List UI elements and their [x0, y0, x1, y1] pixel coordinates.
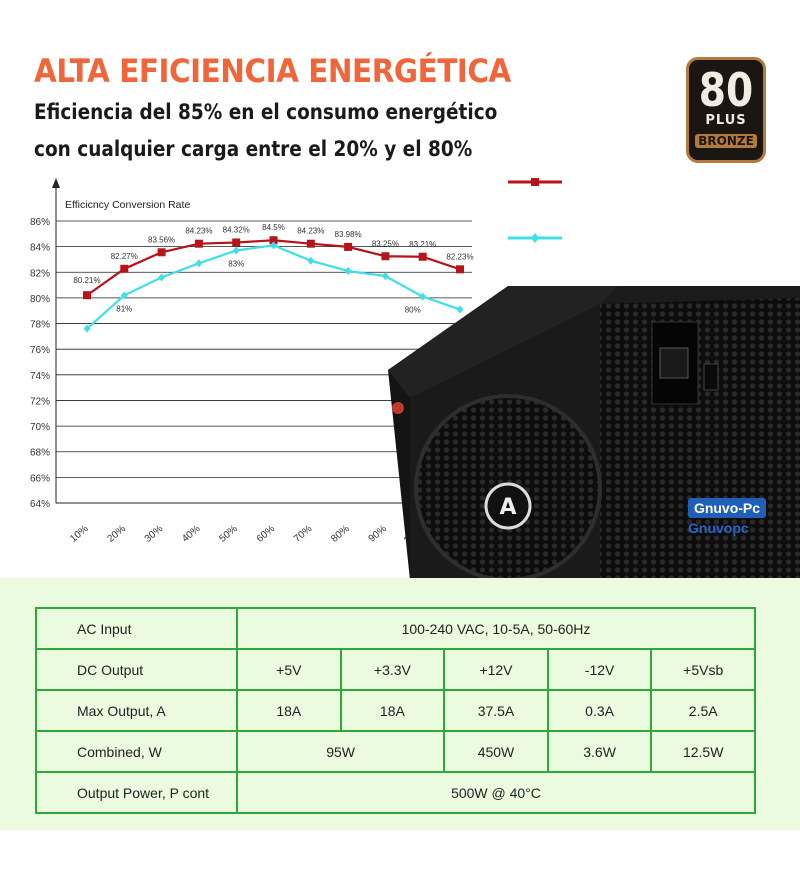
spec-cell: 450W	[443, 730, 549, 773]
legend-marker-series-2	[531, 233, 539, 243]
spec-cell: 0.3A	[546, 689, 653, 732]
subtitle-line-2: con cualquier carga entre el 20% y el 80…	[34, 137, 473, 161]
series-1-data-label: 84.32%	[223, 226, 250, 235]
x-tick-label: 10%	[68, 523, 90, 544]
series-1-marker	[120, 264, 129, 273]
subtitle-line-1: Eficiencia del 85% en el consumo energét…	[34, 100, 498, 124]
badge-tier: BRONZE	[695, 134, 757, 148]
series-1-marker	[83, 291, 91, 300]
x-tick-label: 50%	[217, 523, 239, 544]
spec-cell: +5Vsb	[650, 648, 756, 691]
y-tick-label: 80%	[30, 294, 50, 305]
series-1-data-label: 80.21%	[73, 276, 100, 285]
y-tick-label: 68%	[30, 448, 50, 459]
series-1-data-label: 83.98%	[335, 230, 362, 239]
legend-marker-series-1	[531, 178, 539, 186]
spec-cell: +12V	[443, 648, 549, 691]
x-tick-label: 40%	[180, 523, 202, 544]
series-2-data-label: 80%	[405, 306, 421, 315]
spec-row: DC Output +5V +3.3V +12V -12V +5Vsb	[35, 648, 756, 691]
series-1-marker	[381, 252, 390, 261]
series-1-marker	[269, 236, 278, 245]
x-tick-label: 70%	[292, 523, 314, 544]
y-tick-label: 74%	[30, 371, 50, 382]
y-tick-label: 64%	[30, 499, 50, 510]
series-1-data-label: 82.27%	[111, 252, 138, 261]
spec-row-label: Max Output, A	[35, 689, 238, 732]
series-2-marker	[307, 256, 315, 265]
series-1-data-label: 84.23%	[297, 227, 324, 236]
y-tick-label: 72%	[30, 396, 50, 407]
y-tick-label: 78%	[30, 320, 50, 331]
y-tick-label: 66%	[30, 473, 50, 484]
spec-cell: 3.6W	[546, 730, 653, 773]
series-2-marker	[381, 272, 389, 281]
series-1-marker	[232, 238, 241, 247]
y-tick-label: 82%	[30, 268, 50, 279]
spec-row: AC Input 100-240 VAC, 10-5A, 50-60Hz	[35, 607, 756, 650]
spec-cell: 100-240 VAC, 10-5A, 50-60Hz	[236, 607, 756, 650]
y-tick-label: 84%	[30, 243, 50, 254]
spec-cell: 18A	[236, 689, 342, 732]
y-axis-arrow	[52, 178, 60, 188]
series-1-marker	[306, 239, 315, 248]
series-2-marker	[232, 246, 240, 255]
series-1-marker	[418, 252, 427, 261]
spec-cell: 37.5A	[443, 689, 549, 732]
series-1-data-label: 84.5%	[262, 223, 285, 232]
series-1-data-label: 84.23%	[185, 227, 212, 236]
spec-row: Combined, W 95W 450W 3.6W 12.5W	[35, 730, 756, 773]
spec-cell: 2.5A	[650, 689, 756, 732]
series-2-marker	[120, 291, 128, 300]
spec-row-label: AC Input	[35, 607, 238, 650]
spec-cell: 500W @ 40°C	[236, 771, 756, 814]
watermark: Gnuvo-Pc Gnuvopc	[688, 498, 766, 536]
spec-row-label: Combined, W	[35, 730, 238, 773]
badge-plus: PLUS	[705, 113, 747, 128]
series-1-data-label: 82.23%	[446, 252, 473, 261]
spec-cell: 12.5W	[650, 730, 756, 773]
spec-row: Output Power, P cont 500W @ 40°C	[35, 771, 756, 814]
svg-text:A: A	[499, 495, 516, 520]
spec-cell: -12V	[546, 648, 653, 691]
series-1-marker	[456, 265, 464, 274]
series-2-marker	[195, 259, 203, 268]
series-1-marker	[194, 239, 203, 248]
series-1-data-label: 83.25%	[372, 239, 399, 248]
spec-table: AC Input 100-240 VAC, 10-5A, 50-60Hz DC Ou…	[35, 607, 756, 814]
chart-title: Efficicncy Conversion Rate	[65, 199, 190, 211]
spec-row: Max Output, A 18A 18A 37.5A 0.3A 2.5A	[35, 689, 756, 732]
x-tick-label: 20%	[105, 523, 127, 544]
x-tick-label: 30%	[143, 523, 165, 544]
badge-number: 80	[698, 63, 754, 117]
spec-cell: +5V	[236, 648, 342, 691]
series-2-marker	[456, 305, 464, 314]
series-1-data-label: 83.56%	[148, 235, 175, 244]
series-2-marker	[270, 241, 277, 250]
spec-row-label: Output Power, P cont	[35, 771, 238, 814]
series-2-marker	[344, 266, 352, 275]
80-plus-bronze-badge: 80 PLUS BRONZE	[686, 57, 766, 163]
watermark-handle: Gnuvopc	[688, 520, 749, 536]
series-2-marker	[158, 273, 166, 282]
watermark-brand: Gnuvo-Pc	[688, 498, 766, 518]
spec-cell: 18A	[339, 689, 446, 732]
spec-row-label: DC Output	[35, 648, 238, 691]
series-2-marker	[83, 324, 91, 333]
spec-cell: +3.3V	[339, 648, 446, 691]
series-1-marker	[157, 248, 166, 257]
y-tick-label: 76%	[30, 345, 50, 356]
series-1-marker	[344, 242, 353, 251]
series-2-data-label: 83%	[228, 259, 244, 268]
series-1-data-label: 83.21%	[409, 240, 436, 249]
y-tick-label: 70%	[30, 422, 50, 433]
spec-cell: 95W	[235, 730, 446, 773]
headline: ALTA EFICIENCIA ENERGÉTICA	[34, 52, 511, 90]
series-2-data-label: 81%	[116, 304, 132, 313]
x-tick-label: 90%	[367, 523, 389, 544]
x-tick-label: 60%	[255, 523, 277, 544]
y-tick-label: 86%	[30, 217, 50, 228]
series-2-marker	[419, 292, 427, 301]
x-tick-label: 80%	[329, 523, 351, 544]
